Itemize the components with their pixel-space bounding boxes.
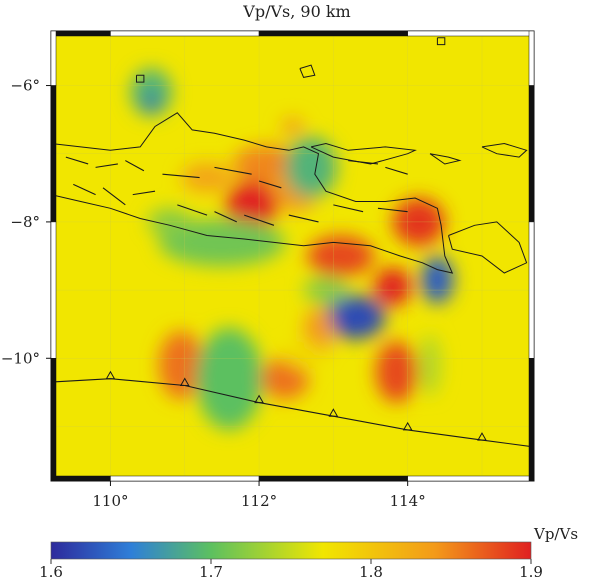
frame-segment: [407, 475, 535, 482]
trench-triangle: [254, 394, 264, 404]
graticule: [51, 31, 534, 481]
trench-triangle: [179, 377, 190, 387]
fault-line: [95, 163, 118, 168]
coastline: [429, 153, 462, 165]
frame-segment: [50, 475, 111, 482]
trench-triangle: [328, 408, 339, 417]
frame-segment: [407, 30, 535, 37]
coastline: [136, 74, 145, 83]
map-title: Vp/Vs, 90 km: [242, 2, 350, 21]
trench-layer: [51, 370, 534, 448]
fault-line: [214, 211, 237, 223]
lat-tick-label: −6°: [10, 77, 40, 95]
colorbar-tick-label: 1.9: [519, 563, 543, 579]
coastline: [51, 112, 454, 274]
vpvs-anomaly: [261, 358, 309, 400]
fault-line: [244, 214, 275, 226]
fault-line: [177, 204, 208, 216]
vpvs-anomaly: [375, 341, 418, 403]
fault-layer: [65, 156, 408, 226]
frame-segment: [528, 221, 535, 359]
fault-line: [214, 166, 252, 175]
fault-line: [65, 156, 89, 165]
coastline: [481, 142, 528, 158]
subduction-trench: [51, 378, 534, 448]
colorbar-tick-label: 1.7: [199, 563, 223, 579]
vpvs-anomaly: [307, 235, 375, 277]
map-background: [51, 31, 534, 481]
vpvs-anomaly: [285, 341, 323, 369]
fault-line: [102, 187, 126, 206]
lon-tick-label: 114°: [390, 492, 426, 510]
frame-segment: [258, 475, 408, 482]
frame-segment: [528, 358, 535, 482]
vpvs-anomaly: [195, 327, 263, 430]
fault-line: [132, 190, 156, 196]
frame-segment: [50, 30, 57, 86]
vpvs-anomaly: [418, 334, 442, 396]
axis-ticks: 110° 112° 114° −6° −8° −10°: [1, 77, 426, 510]
trench-triangle: [477, 432, 487, 441]
frame-segment: [528, 85, 535, 223]
coastline: [448, 221, 528, 274]
map-frame: [50, 30, 535, 482]
vpvs-anomaly: [421, 256, 454, 304]
colorbar-tick-label: 1.8: [359, 563, 383, 579]
fault-line: [73, 183, 96, 196]
map-border: [50, 30, 535, 482]
vpvs-anomaly: [285, 136, 338, 199]
lat-tick-label: −10°: [1, 349, 40, 367]
lat-tick-label: −8°: [10, 213, 40, 231]
vpvs-anomaly: [158, 331, 204, 400]
coastline: [310, 142, 417, 165]
fault-line: [162, 173, 200, 179]
fault-line: [348, 159, 379, 165]
trench-triangle: [402, 421, 413, 431]
frame-segment: [110, 30, 260, 37]
colorbar-bar: [50, 541, 532, 560]
fault-line: [333, 204, 364, 213]
vpvs-anomaly: [143, 95, 159, 110]
colorbar-label: Vp/Vs: [533, 525, 578, 543]
fault-line: [258, 180, 282, 189]
coastline-layer: [51, 37, 528, 274]
fault-line: [385, 166, 408, 175]
colorbar-ticks: 1.6 1.7 1.8 1.9: [39, 559, 543, 579]
vpvs-anomaly: [181, 162, 234, 193]
vpvs-anomaly: [281, 118, 304, 135]
lon-tick-label: 112°: [241, 492, 277, 510]
frame-segment: [50, 221, 57, 359]
coastline: [299, 64, 316, 78]
frame-segment: [50, 30, 111, 37]
fault-line: [125, 160, 145, 172]
trench-triangle: [105, 370, 116, 380]
frame-segment: [110, 475, 260, 482]
lon-tick-label: 110°: [92, 492, 128, 510]
frame-segment: [50, 358, 57, 482]
vpvs-anomaly: [225, 181, 278, 229]
fault-line: [288, 214, 319, 223]
frame-segment: [528, 30, 535, 86]
coastline: [436, 37, 446, 46]
fault-line: [377, 207, 408, 213]
vpvs-anomaly: [325, 295, 386, 340]
vpvs-anomaly: [374, 267, 412, 306]
colorbar-tick-label: 1.6: [39, 563, 63, 579]
colorbar: Vp/Vs 1.6 1.7 1.8 1.9: [39, 525, 578, 579]
frame-segment: [258, 30, 408, 37]
vpvs-anomaly: [130, 68, 173, 117]
frame-segment: [50, 85, 57, 223]
